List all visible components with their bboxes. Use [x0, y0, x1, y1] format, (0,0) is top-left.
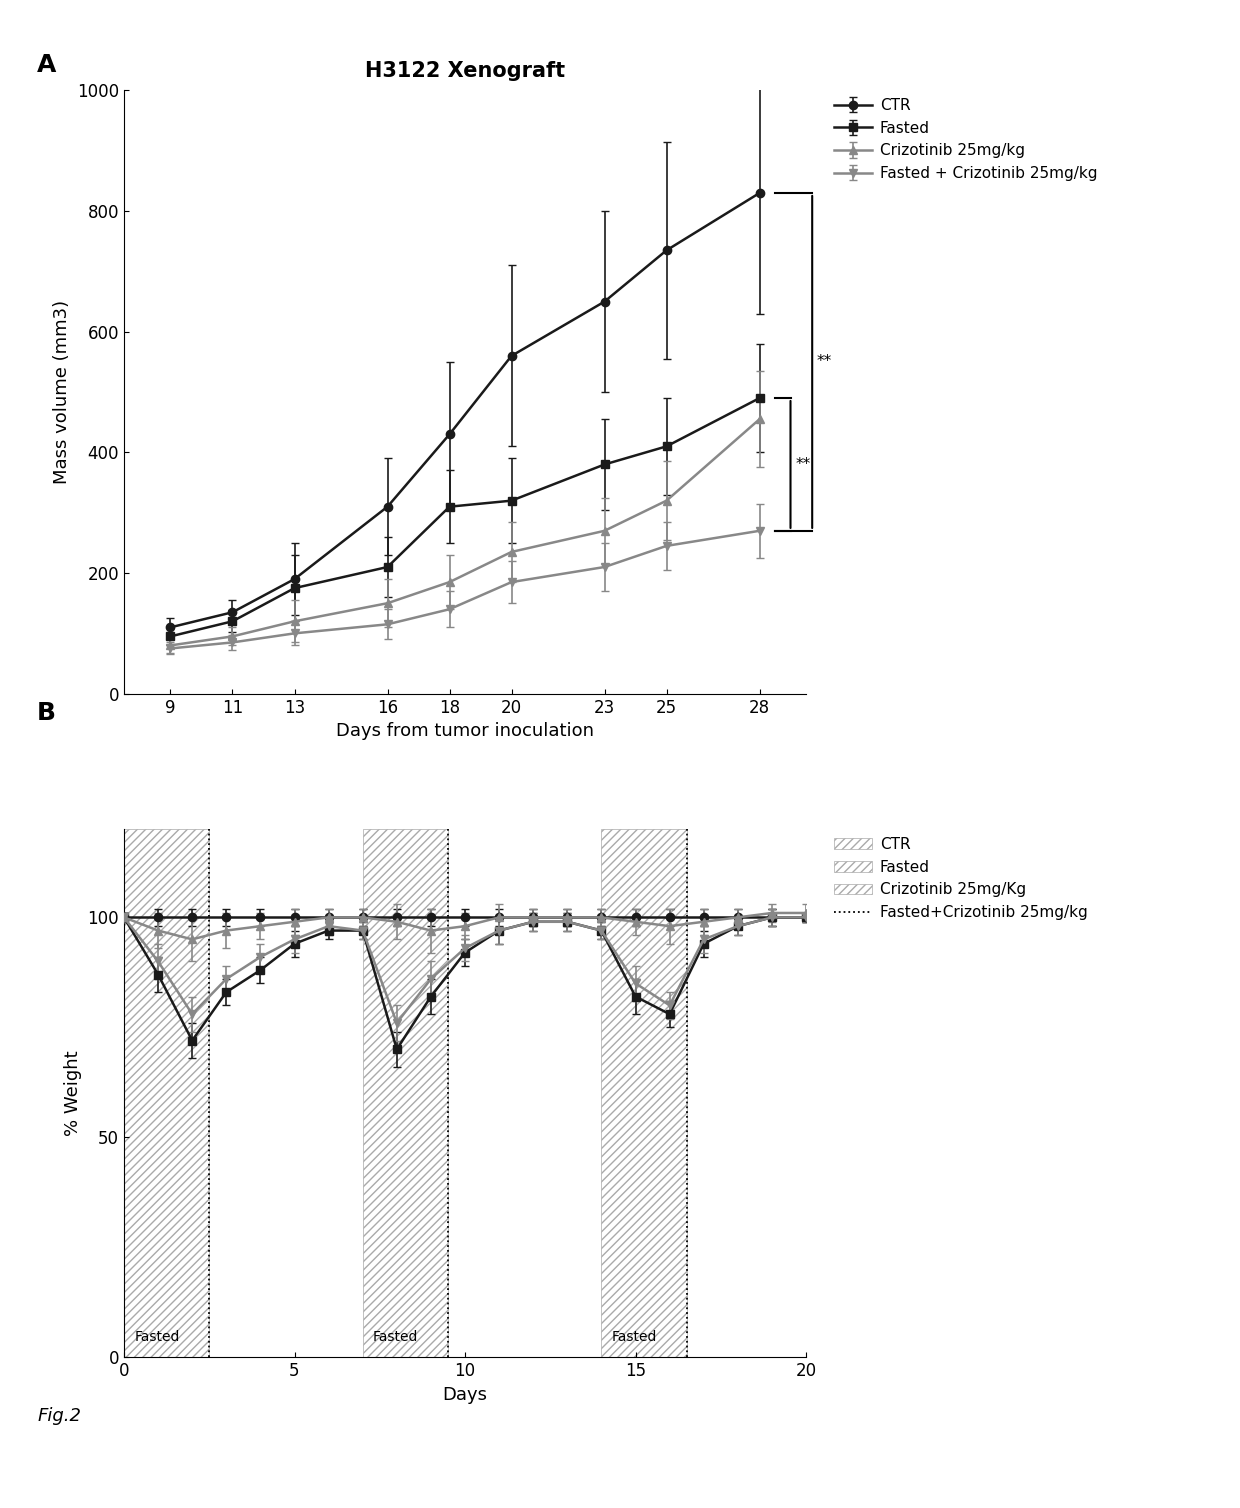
- Bar: [601, 829, 687, 1357]
- Bar: [363, 829, 448, 1357]
- Text: A: A: [37, 53, 57, 77]
- Y-axis label: % Weight: % Weight: [64, 1051, 82, 1136]
- Y-axis label: Mass volume (mm3): Mass volume (mm3): [53, 300, 72, 484]
- X-axis label: Days: Days: [443, 1386, 487, 1404]
- Legend: CTR, Fasted, Crizotinib 25mg/kg, Fasted + Crizotinib 25mg/kg: CTR, Fasted, Crizotinib 25mg/kg, Fasted …: [835, 98, 1097, 181]
- Text: Fig.2: Fig.2: [37, 1407, 81, 1425]
- X-axis label: Days from tumor inoculation: Days from tumor inoculation: [336, 722, 594, 740]
- Text: **: **: [795, 457, 811, 472]
- Text: B: B: [37, 701, 56, 725]
- Title: H3122 Xenograft: H3122 Xenograft: [365, 60, 565, 80]
- Bar: [124, 829, 210, 1357]
- Text: Fasted: Fasted: [611, 1330, 657, 1344]
- Text: Fasted: Fasted: [134, 1330, 180, 1344]
- Text: Fasted: Fasted: [373, 1330, 418, 1344]
- Legend: CTR, Fasted, Crizotinib 25mg/Kg, Fasted+Crizotinib 25mg/kg: CTR, Fasted, Crizotinib 25mg/Kg, Fasted+…: [835, 837, 1087, 920]
- Text: **: **: [817, 354, 832, 369]
